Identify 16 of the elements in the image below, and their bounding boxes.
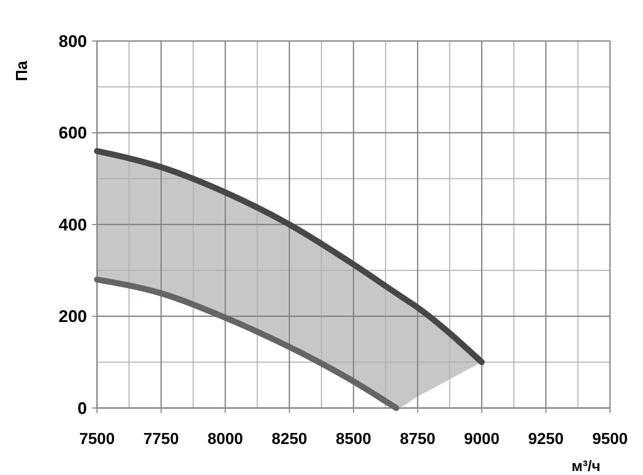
y-tick-label: 200 <box>58 307 87 326</box>
x-tick-label: 9250 <box>528 431 564 448</box>
x-tick-label: 8500 <box>336 431 372 448</box>
y-tick-label: 800 <box>58 32 87 51</box>
x-tick-label: 8000 <box>207 431 244 448</box>
y-tick-label: 0 <box>78 398 87 418</box>
x-axis-title: м³/ч <box>572 458 600 475</box>
x-tick-label: 7750 <box>143 431 180 448</box>
y-axis-title: Па <box>14 60 31 82</box>
y-tick-label: 400 <box>58 215 87 234</box>
x-tick-label: 9500 <box>592 431 628 448</box>
x-tick-label: 8250 <box>272 431 308 448</box>
x-tick-label: 9000 <box>464 431 500 448</box>
x-tick-label: 7500 <box>79 431 115 448</box>
y-tick-label: 600 <box>58 124 87 143</box>
x-tick-label: 8750 <box>400 431 436 448</box>
